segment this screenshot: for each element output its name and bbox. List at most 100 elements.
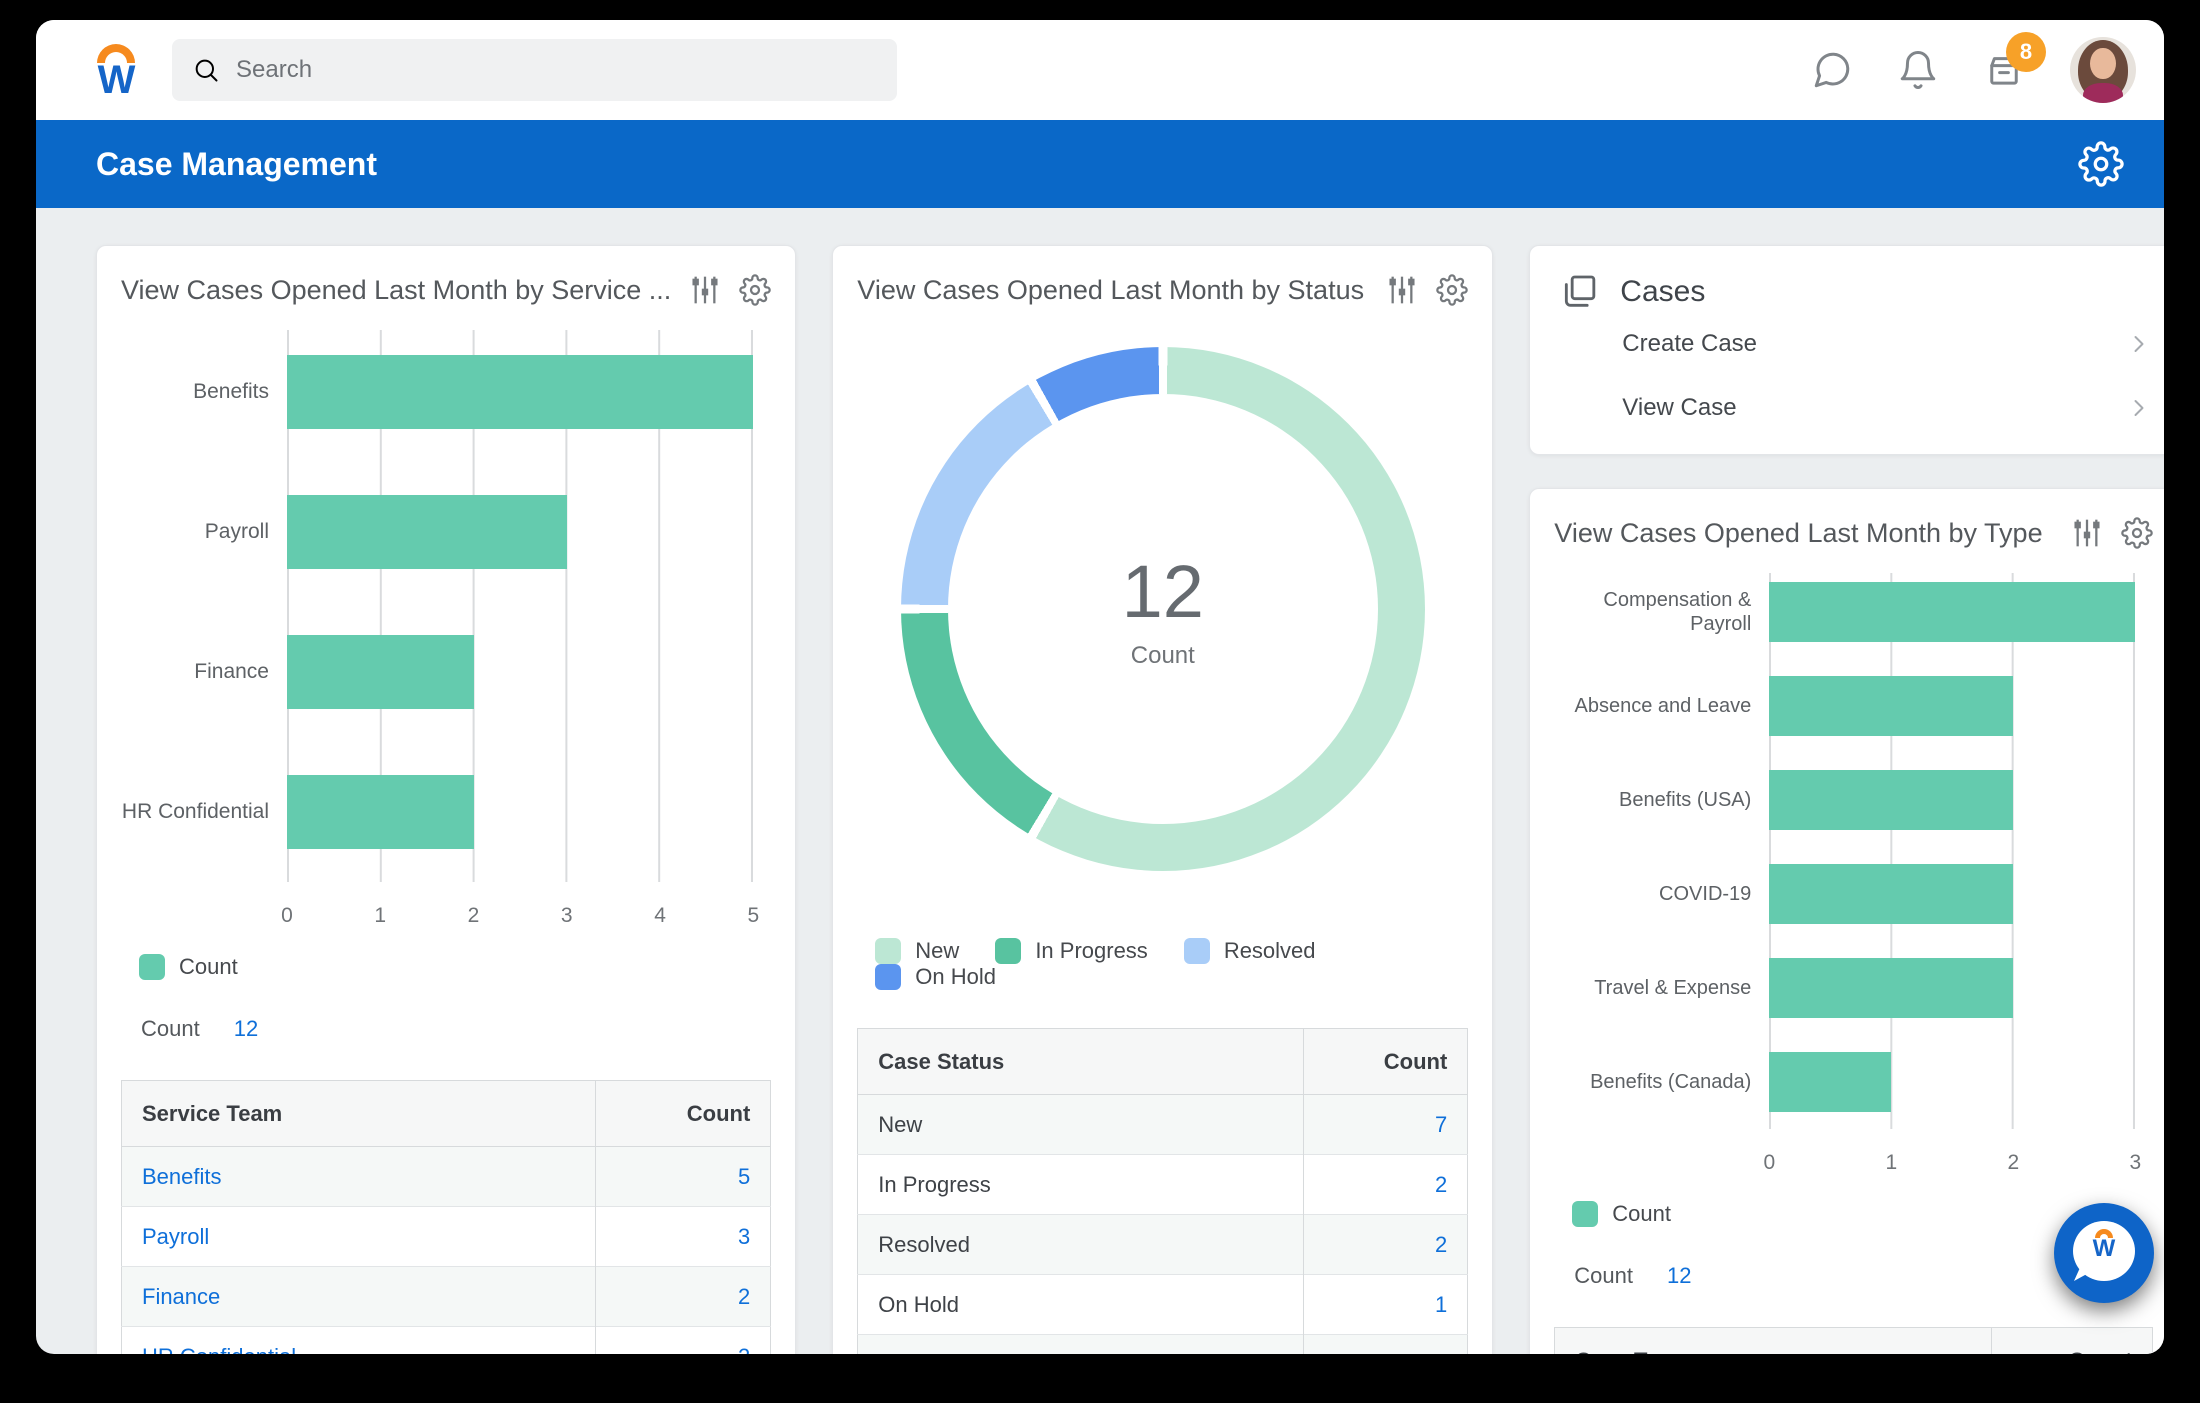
donut-center-label: Count xyxy=(1130,641,1195,669)
data-table: Case TypeCount xyxy=(1554,1327,2154,1354)
legend-swatch-icon xyxy=(1183,938,1210,964)
workday-logo[interactable]: W xyxy=(88,43,144,102)
chevron-right-icon xyxy=(2134,400,2144,416)
bar-track xyxy=(1769,864,2135,924)
count-link[interactable]: 7 xyxy=(1302,1094,1468,1155)
legend-swatch-icon xyxy=(1572,1201,1599,1227)
column-header: Count xyxy=(594,1080,771,1147)
workday-assistant-button[interactable]: W xyxy=(2054,1203,2154,1303)
summary-count-value[interactable]: 12 xyxy=(233,1016,259,1041)
chart-bar[interactable] xyxy=(1769,582,2136,642)
legend-item[interactable]: New xyxy=(875,938,959,964)
summary-count-label: Count xyxy=(1574,1263,1634,1288)
summary-count: Count 12 xyxy=(1574,1263,2153,1289)
legend-label: On Hold xyxy=(915,964,997,989)
notifications-button[interactable] xyxy=(1896,48,1940,92)
chart-bar[interactable] xyxy=(1769,770,2014,830)
count-link[interactable]: 1 xyxy=(1302,1274,1468,1335)
card-cases-shortcuts: Cases Create Case View Case xyxy=(1529,245,2164,455)
count-link[interactable]: 2 xyxy=(594,1326,771,1354)
chart-bar[interactable] xyxy=(287,355,754,429)
top-bar: W xyxy=(36,20,2164,120)
summary-count: Count 12 xyxy=(141,1016,771,1042)
axis-tick-label: 2 xyxy=(467,904,480,927)
legend-item[interactable]: Count xyxy=(139,954,238,980)
table-row: Resolved 2 xyxy=(857,1214,1468,1275)
gear-icon[interactable] xyxy=(739,274,772,306)
chart-row: Compensation & Payroll xyxy=(1554,565,2153,659)
avatar-face xyxy=(2090,48,2116,80)
row-link[interactable]: HR Confidential xyxy=(121,1326,596,1354)
card-cases-by-service-team: View Cases Opened Last Month by Service … xyxy=(96,245,797,1354)
card-cases-by-type: View Cases Opened Last Month by Type Com… xyxy=(1529,488,2164,1354)
count-link[interactable]: 5 xyxy=(594,1146,771,1207)
avatar-body xyxy=(2083,83,2123,103)
chart-bar[interactable] xyxy=(287,775,474,849)
legend-item[interactable]: In Progress xyxy=(995,938,1148,964)
chart-row: COVID-19 xyxy=(1554,847,2153,941)
donut-center-value: 12 xyxy=(1121,549,1204,633)
avatar[interactable] xyxy=(2070,37,2136,103)
chat-button[interactable] xyxy=(1810,48,1854,92)
legend-item[interactable]: Count xyxy=(1572,1201,1671,1227)
legend-item[interactable]: Resolved xyxy=(1183,938,1316,964)
category-label: COVID-19 xyxy=(1659,883,1752,905)
chart-gridlines xyxy=(1769,573,2136,1129)
row-label: On Hold xyxy=(857,1274,1304,1335)
search-input[interactable] xyxy=(236,56,877,84)
workday-logo-w: W xyxy=(97,57,136,102)
donut-chart-status[interactable]: 12 Count xyxy=(900,347,1425,871)
count-link[interactable]: 2 xyxy=(594,1266,771,1327)
gear-icon[interactable] xyxy=(1436,274,1469,306)
table-row: New 7 xyxy=(857,1094,1468,1155)
chart-bar[interactable] xyxy=(1769,864,2014,924)
legend-swatch-icon xyxy=(875,964,902,990)
column-header: Count xyxy=(1302,1028,1468,1095)
legend-label: Count xyxy=(1612,1201,1672,1226)
row-label: Total xyxy=(857,1334,1304,1354)
x-axis: 0 1 2 3 4 5 xyxy=(281,892,759,928)
chart-row: Benefits (USA) xyxy=(1554,753,2153,847)
chevron-right-icon xyxy=(2134,336,2144,352)
chart-bar[interactable] xyxy=(287,635,474,709)
column-header: Case Type xyxy=(1554,1327,1992,1354)
category-label: HR Confidential xyxy=(121,800,269,824)
count-link[interactable]: 3 xyxy=(594,1206,771,1267)
chart-row: Benefits (Canada) xyxy=(1554,1035,2153,1129)
page-title: Case Management xyxy=(96,145,377,182)
chart-row: Finance xyxy=(121,602,771,742)
chart-bar[interactable] xyxy=(1769,958,2014,1018)
column-header: Case Status xyxy=(857,1028,1304,1095)
case-shortcut-view-case[interactable]: View Case xyxy=(1622,376,2153,440)
chart-bar[interactable] xyxy=(1769,1052,1892,1112)
legend-item[interactable]: On Hold xyxy=(875,964,996,990)
category-label: Travel & Expense xyxy=(1594,977,1752,999)
header-gear-icon[interactable] xyxy=(2078,141,2124,187)
row-link[interactable]: Finance xyxy=(121,1266,596,1327)
card-title: View Cases Opened Last Month by Type xyxy=(1554,517,2043,548)
chart-bar[interactable] xyxy=(1769,676,2014,736)
card-title: View Cases Opened Last Month by Status xyxy=(857,274,1365,305)
count-link[interactable]: 2 xyxy=(1302,1214,1468,1275)
filter-sliders-icon[interactable] xyxy=(689,274,721,306)
filter-sliders-icon[interactable] xyxy=(2071,517,2103,549)
row-link[interactable]: Benefits xyxy=(121,1146,596,1207)
chart-row: Travel & Expense xyxy=(1554,941,2153,1035)
chart-row: Benefits xyxy=(121,322,771,462)
table-row: On Hold 1 xyxy=(857,1274,1468,1335)
axis-tick-label: 1 xyxy=(1885,1151,1898,1174)
chart-row: Payroll xyxy=(121,462,771,602)
axis-tick-label: 3 xyxy=(560,904,573,927)
summary-count-value[interactable]: 12 xyxy=(1667,1263,1692,1288)
inbox-button[interactable]: 8 xyxy=(1982,32,2046,92)
chart-bar[interactable] xyxy=(287,495,567,569)
bar-chart-case-type: Compensation & Payroll Absence and Leave B… xyxy=(1554,565,2153,1175)
filter-sliders-icon[interactable] xyxy=(1386,274,1418,306)
gear-icon[interactable] xyxy=(2121,517,2154,549)
row-link[interactable]: Payroll xyxy=(121,1206,596,1267)
workday-logo-arc-icon xyxy=(97,43,135,63)
category-label: Absence and Leave xyxy=(1574,695,1752,717)
count-link[interactable]: 2 xyxy=(1302,1154,1468,1215)
case-shortcut-create-case[interactable]: Create Case xyxy=(1622,312,2153,376)
count-link[interactable]: 12 xyxy=(1302,1334,1468,1354)
